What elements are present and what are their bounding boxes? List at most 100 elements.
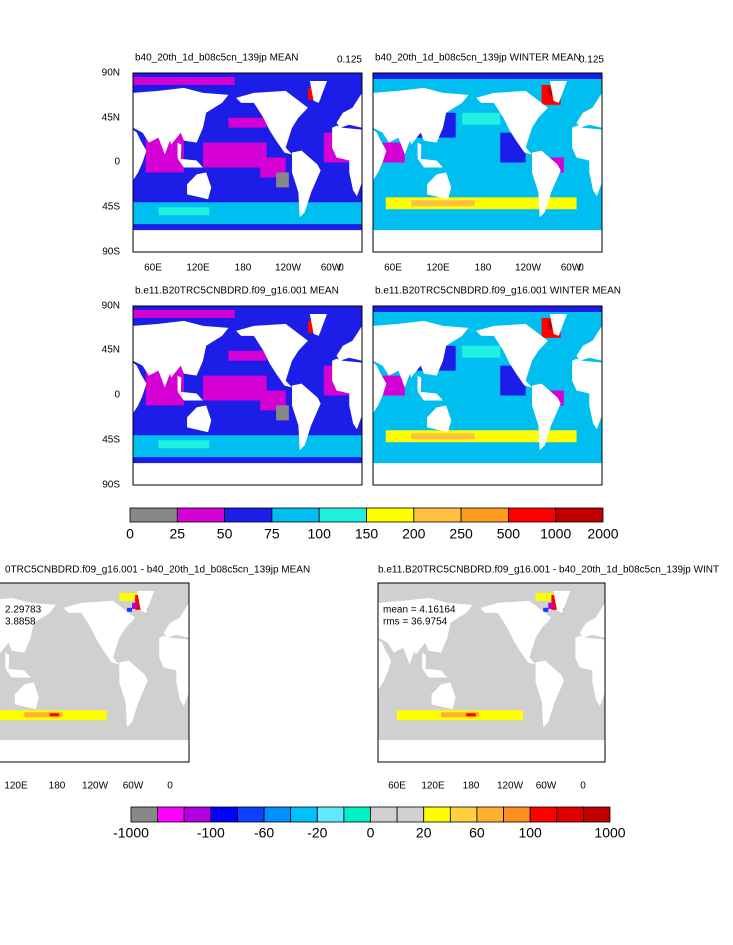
- colorbar-box: [316, 806, 345, 823]
- colorbar-box: [318, 507, 367, 523]
- colorbar-label: -60: [254, 825, 274, 841]
- x-label: 120W: [497, 781, 524, 792]
- field: [379, 142, 405, 163]
- field: [119, 592, 148, 601]
- colorbar-label: 200: [402, 526, 426, 542]
- field: [276, 405, 289, 421]
- colorbar-box: [271, 507, 320, 523]
- colorbar-box: [556, 806, 584, 823]
- panel-title: 0TRC5CNBDRD.f09_g16.001 - b40_20th_1d_b0…: [5, 565, 310, 576]
- field: [466, 713, 476, 717]
- x-label: 60W: [123, 781, 144, 792]
- field: [49, 713, 60, 717]
- colorbar-box: [555, 507, 604, 523]
- colorbar-box: [176, 507, 226, 523]
- map-frame: [377, 582, 606, 763]
- colorbar-label: 60: [469, 825, 485, 841]
- colorbar-label: 250: [449, 526, 473, 542]
- panel-title: b.e11.B20TRC5CNBDRD.f09_g16.001 - b40_20…: [378, 565, 719, 576]
- colorbar-label: 50: [217, 526, 233, 542]
- y-label: 0: [114, 390, 120, 401]
- colorbar-box: [370, 806, 398, 823]
- colorbar-box: [503, 806, 531, 823]
- field: [548, 602, 554, 609]
- field: [462, 345, 501, 358]
- y-label: 45N: [102, 345, 120, 356]
- colorbar-box: [449, 806, 478, 823]
- stat: rms = 36.9754: [383, 617, 448, 628]
- field: [373, 73, 602, 79]
- colorbar-box: [366, 507, 415, 523]
- panel-title: b.e11.B20TRC5CNBDRD.f09_g16.001 WINTER M…: [375, 286, 621, 297]
- field: [133, 76, 235, 85]
- colorbar-label: 20: [416, 825, 432, 841]
- x-label: 120E: [426, 263, 450, 274]
- field: [126, 607, 132, 612]
- y-label: 45N: [102, 113, 120, 124]
- field: [547, 87, 555, 96]
- field: [158, 207, 210, 216]
- x-label: 60E: [388, 781, 406, 792]
- colorbar-box: [396, 806, 425, 823]
- field: [373, 306, 602, 312]
- field: [547, 320, 555, 329]
- x-label: 120E: [186, 263, 210, 274]
- colorbar-label: -1000: [113, 825, 149, 841]
- x-label: 180: [475, 263, 492, 274]
- corner-label: 0.125: [579, 55, 604, 66]
- field: [133, 309, 235, 318]
- field: [441, 712, 479, 718]
- x-label: 60E: [384, 263, 402, 274]
- colorbar-label: 100: [518, 825, 542, 841]
- field: [385, 197, 577, 210]
- colorbar-box: [413, 507, 462, 523]
- y-label: 90N: [102, 68, 120, 79]
- colorbar-box: [460, 507, 509, 523]
- y-label: 45S: [102, 202, 120, 213]
- field: [202, 142, 267, 168]
- x-label: 60W: [321, 263, 342, 274]
- field: [202, 375, 267, 401]
- map-frame: [372, 305, 603, 486]
- colorbar-label: 0: [126, 526, 134, 542]
- colorbar-box: [582, 806, 611, 823]
- map: [133, 73, 362, 252]
- field: [132, 602, 138, 609]
- x-label: 180: [235, 263, 252, 274]
- stat: 3.8858: [5, 617, 36, 628]
- field: [379, 375, 405, 396]
- map: [373, 306, 602, 485]
- field: [385, 430, 577, 443]
- colorbar-box: [224, 507, 273, 523]
- colorbar-label: -20: [307, 825, 327, 841]
- x-label: 0: [338, 263, 344, 274]
- field: [543, 607, 549, 612]
- x-label: 60E: [144, 263, 162, 274]
- colorbar-label: 25: [170, 526, 186, 542]
- map-frame: [132, 305, 363, 486]
- y-label: 90N: [102, 301, 120, 312]
- colorbar-box: [423, 806, 451, 823]
- x-label: 180: [463, 781, 480, 792]
- x-label: 120W: [82, 781, 109, 792]
- colorbar-box: [507, 507, 557, 523]
- x-label: 120W: [515, 263, 542, 274]
- field: [228, 350, 267, 361]
- field: [276, 172, 289, 188]
- colorbar-label: 75: [264, 526, 280, 542]
- colorbar-box: [183, 806, 212, 823]
- field: [411, 200, 475, 207]
- x-label: 180: [49, 781, 66, 792]
- colorbar-box: [237, 806, 265, 823]
- colorbar-box: [290, 806, 318, 823]
- map-frame: [372, 72, 603, 253]
- x-label: 0: [580, 781, 586, 792]
- colorbar-label: 1000: [594, 825, 625, 841]
- colorbar-label: 150: [355, 526, 379, 542]
- field: [260, 390, 286, 411]
- colorbar-box: [157, 806, 185, 823]
- x-label: 60W: [561, 263, 582, 274]
- map-frame: [132, 72, 363, 253]
- field: [411, 433, 475, 440]
